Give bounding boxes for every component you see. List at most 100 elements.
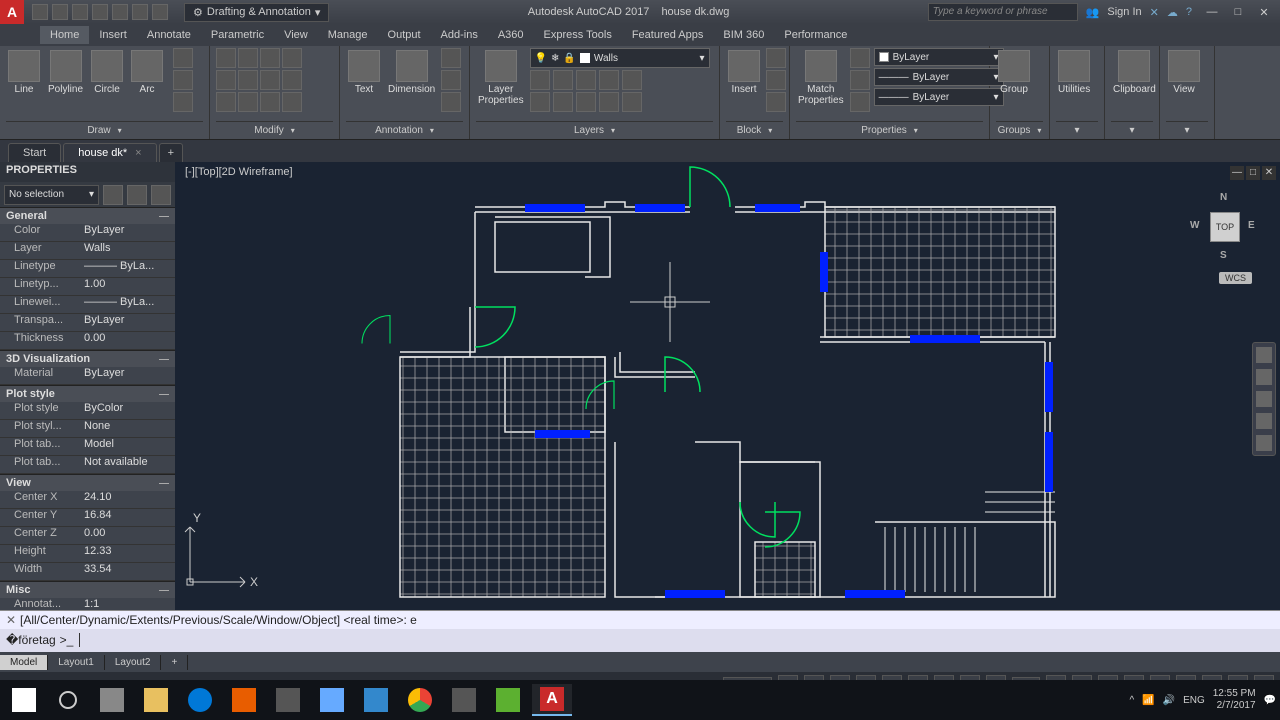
modify-tool-icon[interactable] — [260, 92, 280, 112]
property-row[interactable]: LayerWalls — [0, 242, 175, 260]
property-value[interactable]: ByLayer — [80, 367, 175, 384]
anno-extra-icon[interactable] — [441, 48, 461, 68]
menu-tab-bim-360[interactable]: BIM 360 — [713, 26, 774, 44]
cmd-handle-icon[interactable]: �företag — [6, 633, 56, 647]
panel-title-annotation[interactable]: Annotation — [346, 121, 463, 139]
minimize-button[interactable]: — — [1200, 3, 1224, 21]
select-objects-icon[interactable] — [127, 185, 147, 205]
property-value[interactable]: Model — [80, 438, 175, 455]
block-tool-icon[interactable] — [766, 92, 786, 112]
panel-title-clipboard[interactable]: ▾ — [1111, 121, 1153, 139]
color-dropdown[interactable]: ByLayer▾ — [874, 48, 1004, 66]
menu-tab-a360[interactable]: A360 — [488, 26, 534, 44]
utilities-button[interactable]: Utilities — [1056, 48, 1092, 97]
modify-tool-icon[interactable] — [238, 92, 258, 112]
modify-tool-icon[interactable] — [260, 70, 280, 90]
viewcube-w[interactable]: W — [1190, 220, 1199, 231]
panel-title-modify[interactable]: Modify — [216, 121, 333, 139]
property-row[interactable]: Plot styleByColor — [0, 402, 175, 420]
property-value[interactable]: 12.33 — [80, 545, 175, 562]
new-tab-button[interactable]: + — [159, 143, 183, 162]
wcs-badge[interactable]: WCS — [1219, 272, 1252, 284]
layer-dropdown[interactable]: 💡❄🔒 Walls ▾ — [530, 48, 710, 68]
panel-title-properties[interactable]: Properties — [796, 121, 983, 139]
arc-button[interactable]: Arc — [129, 48, 165, 97]
tray-network-icon[interactable]: 📶 — [1142, 695, 1154, 706]
property-value[interactable]: 1.00 — [80, 278, 175, 295]
viewcube-top[interactable]: TOP — [1210, 212, 1240, 242]
menu-tab-performance[interactable]: Performance — [774, 26, 857, 44]
property-value[interactable]: 33.54 — [80, 563, 175, 580]
property-row[interactable]: ColorByLayer — [0, 224, 175, 242]
property-row[interactable]: Linetype——— ByLa... — [0, 260, 175, 278]
drawing-canvas[interactable]: [-][Top][2D Wireframe] — □ ✕ X Y — [175, 162, 1280, 610]
view-button[interactable]: View — [1166, 48, 1202, 97]
draw-extra-icon[interactable] — [173, 48, 193, 68]
panel-title-view[interactable]: ▾ — [1166, 121, 1208, 139]
panel-title-block[interactable]: Block — [726, 121, 783, 139]
nav-zoom-icon[interactable] — [1256, 391, 1272, 407]
modify-tool-icon[interactable] — [216, 92, 236, 112]
start-button[interactable] — [4, 684, 44, 716]
property-row[interactable]: Linewei...——— ByLa... — [0, 296, 175, 314]
menu-tab-home[interactable]: Home — [40, 26, 89, 44]
property-value[interactable]: Not available — [80, 456, 175, 473]
property-value[interactable]: Walls — [80, 242, 175, 259]
linetype-dropdown[interactable]: ———ByLayer▾ — [874, 88, 1004, 106]
property-value[interactable]: 16.84 — [80, 509, 175, 526]
close-button[interactable]: ✕ — [1252, 3, 1276, 21]
exchange-icon[interactable]: ✕ — [1150, 6, 1159, 19]
tray-notifications-icon[interactable]: 💬 — [1264, 695, 1276, 706]
selection-dropdown[interactable]: No selection▾ — [4, 185, 99, 205]
layer-tool-icon[interactable] — [622, 70, 642, 90]
menu-tab-parametric[interactable]: Parametric — [201, 26, 274, 44]
prop-tool-icon[interactable] — [850, 70, 870, 90]
property-row[interactable]: Transpa...ByLayer — [0, 314, 175, 332]
layer-tool-icon[interactable] — [622, 92, 642, 112]
anno-extra-icon[interactable] — [441, 70, 461, 90]
draw-extra-icon[interactable] — [173, 92, 193, 112]
menu-tab-express-tools[interactable]: Express Tools — [534, 26, 622, 44]
menu-tab-insert[interactable]: Insert — [89, 26, 137, 44]
edge-icon[interactable] — [180, 684, 220, 716]
menu-tab-annotate[interactable]: Annotate — [137, 26, 201, 44]
doc-tab[interactable]: house dk*× — [63, 143, 156, 162]
qat-undo-icon[interactable] — [132, 4, 148, 20]
layer-properties-button[interactable]: Layer Properties — [476, 48, 526, 108]
property-row[interactable]: MaterialByLayer — [0, 367, 175, 385]
clipboard-button[interactable]: Clipboard — [1111, 48, 1158, 97]
menu-tab-view[interactable]: View — [274, 26, 318, 44]
modify-tool-icon[interactable] — [216, 48, 236, 68]
camtasia-icon[interactable] — [488, 684, 528, 716]
property-row[interactable]: Plot tab...Not available — [0, 456, 175, 474]
chrome-icon[interactable] — [400, 684, 440, 716]
property-row[interactable]: Linetyp...1.00 — [0, 278, 175, 296]
match-properties-button[interactable]: Match Properties — [796, 48, 846, 108]
pickadd-icon[interactable] — [103, 185, 123, 205]
tray-expand-icon[interactable]: ^ — [1129, 695, 1134, 706]
modify-tool-icon[interactable] — [282, 48, 302, 68]
qat-open-icon[interactable] — [52, 4, 68, 20]
layout-tab-layout2[interactable]: Layout2 — [105, 655, 162, 670]
qat-saveas-icon[interactable] — [92, 4, 108, 20]
qat-save-icon[interactable] — [72, 4, 88, 20]
tray-language[interactable]: ENG — [1183, 695, 1205, 706]
layer-tool-icon[interactable] — [530, 92, 550, 112]
media-icon[interactable] — [268, 684, 308, 716]
qat-redo-icon[interactable] — [152, 4, 168, 20]
panel-title-groups[interactable]: Groups — [996, 121, 1043, 139]
property-row[interactable]: Plot tab...Model — [0, 438, 175, 456]
layout-tab-model[interactable]: Model — [0, 655, 48, 670]
layer-tool-icon[interactable] — [599, 92, 619, 112]
property-row[interactable]: Center Z0.00 — [0, 527, 175, 545]
menu-tab-featured-apps[interactable]: Featured Apps — [622, 26, 714, 44]
group-button[interactable]: Group — [996, 48, 1032, 97]
menu-tab-output[interactable]: Output — [378, 26, 431, 44]
block-tool-icon[interactable] — [766, 70, 786, 90]
doc-tab[interactable]: Start — [8, 143, 61, 162]
lineweight-dropdown[interactable]: ———ByLayer▾ — [874, 68, 1004, 86]
nav-showmotion-icon[interactable] — [1256, 435, 1272, 451]
tray-volume-icon[interactable]: 🔊 — [1163, 695, 1175, 706]
circle-button[interactable]: Circle — [89, 48, 125, 97]
props-section-header[interactable]: Plot style — [0, 385, 175, 402]
